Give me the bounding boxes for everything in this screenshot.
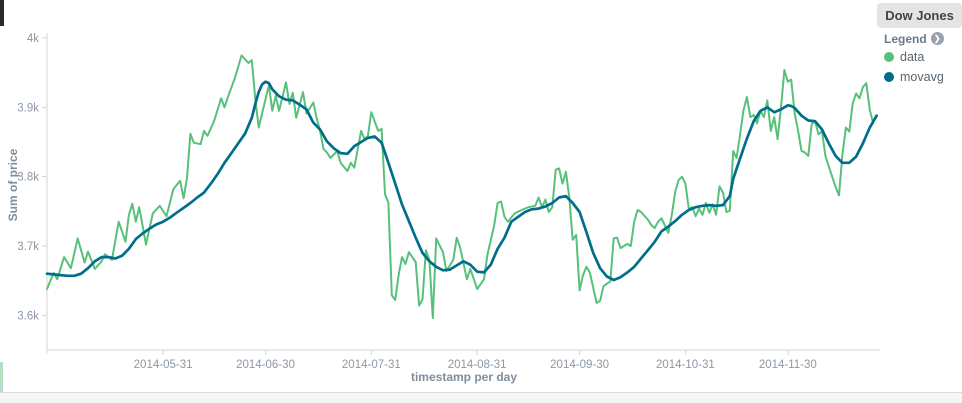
y-axis-title: Sum of price xyxy=(6,148,20,222)
y-tick-label: 3.9k xyxy=(17,102,39,114)
legend-item-label: movavg xyxy=(900,70,944,84)
legend-header-label: Legend xyxy=(884,31,927,46)
x-tick-label: 2014-09-30 xyxy=(550,359,609,371)
y-tick-label: 3.7k xyxy=(17,241,39,253)
footer-strip xyxy=(0,392,962,403)
x-tick-label: 2014-06-30 xyxy=(236,359,295,371)
x-tick-label: 2014-05-31 xyxy=(134,359,193,371)
legend-item-data[interactable]: data xyxy=(884,50,924,64)
x-axis-title: timestamp per day xyxy=(410,370,518,384)
y-tick-label: 3.6k xyxy=(17,310,39,322)
x-tick-label: 2014-10-31 xyxy=(656,359,715,371)
x-tick-label: 2014-11-30 xyxy=(759,359,817,371)
viz-title: Dow Jones xyxy=(877,3,962,28)
series-color-dot-icon xyxy=(884,52,894,62)
legend-toggle[interactable]: Legend ❯ xyxy=(884,31,944,46)
chart-canvas[interactable]: 3.6k 3.7k 3.8k 3.9k 4k 2014-05-31 2014-06-30 20… xyxy=(0,0,962,392)
chevron-circle-icon[interactable]: ❯ xyxy=(930,32,944,45)
x-tick-label: 2014-07-31 xyxy=(342,359,401,371)
data-series-line[interactable] xyxy=(46,54,875,320)
legend-item-movavg[interactable]: movavg xyxy=(884,70,944,84)
series-color-dot-icon xyxy=(884,72,894,82)
movavg-series-line[interactable] xyxy=(45,80,878,282)
legend-item-label: data xyxy=(900,50,925,64)
left-edge-green-bar xyxy=(0,362,3,394)
x-tick-label: 2014-08-31 xyxy=(448,359,507,371)
left-edge-dark-bar xyxy=(0,0,4,26)
y-tick-label: 3.8k xyxy=(17,172,39,184)
y-tick-label: 4k xyxy=(27,33,39,45)
